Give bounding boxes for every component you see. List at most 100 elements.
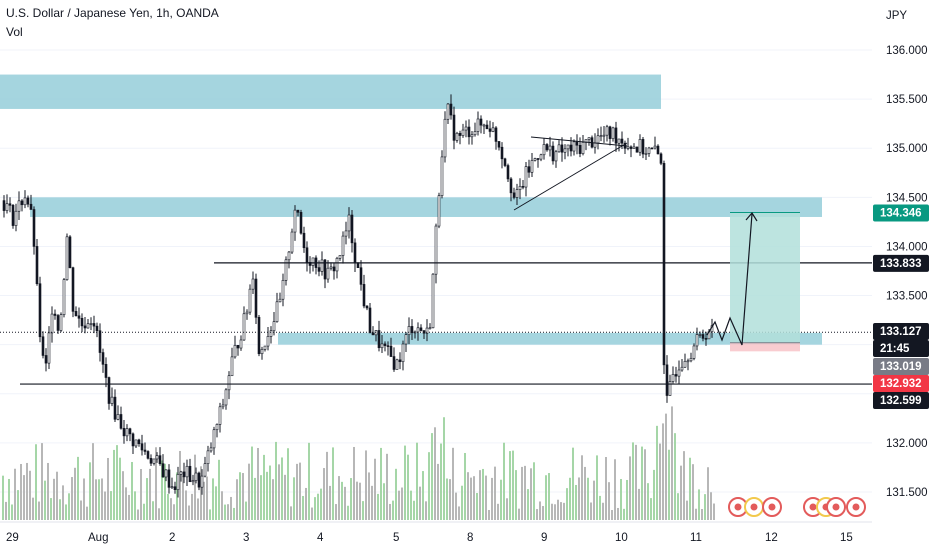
candle-body bbox=[698, 334, 702, 336]
volume-bar bbox=[290, 506, 292, 520]
volume-bar bbox=[584, 466, 586, 520]
candle-body bbox=[278, 298, 282, 303]
volume-bar bbox=[662, 423, 664, 520]
volume-bar bbox=[260, 475, 262, 520]
candle-body bbox=[182, 471, 186, 478]
candle-body bbox=[668, 381, 672, 396]
volume-bar bbox=[581, 455, 583, 520]
candle-body bbox=[482, 124, 486, 127]
candle-body bbox=[533, 158, 537, 161]
volume-bar bbox=[311, 507, 313, 520]
candle-body bbox=[659, 153, 663, 164]
volume-bar bbox=[614, 459, 616, 520]
candle-body bbox=[131, 433, 135, 447]
candle-body bbox=[467, 126, 471, 138]
price-axis[interactable]: JPY131.500132.000132.500133.000133.50013… bbox=[886, 10, 928, 499]
candle-body bbox=[86, 323, 90, 329]
volume-bar bbox=[689, 457, 691, 520]
candle-body bbox=[383, 343, 387, 346]
drawing-tools bbox=[513, 136, 800, 352]
candle-body bbox=[506, 165, 510, 180]
candle-body bbox=[392, 356, 396, 370]
volume-bar bbox=[542, 506, 544, 520]
candle-body bbox=[275, 301, 279, 322]
volume-bar bbox=[554, 504, 556, 520]
event-flags[interactable] bbox=[728, 497, 866, 517]
candle-body bbox=[557, 144, 561, 153]
price-zone bbox=[278, 332, 822, 345]
candle-body bbox=[395, 359, 399, 370]
volume-bar bbox=[68, 493, 70, 520]
volume-bar bbox=[305, 487, 307, 520]
volume-bar bbox=[701, 509, 703, 520]
candle-body bbox=[368, 307, 372, 334]
volume-bar bbox=[704, 494, 706, 520]
volume-bar bbox=[317, 493, 319, 520]
volume-bar bbox=[215, 486, 217, 520]
candle-body bbox=[269, 330, 273, 337]
candle-body bbox=[635, 146, 639, 153]
volume-bar bbox=[137, 509, 139, 520]
volume-bar bbox=[347, 505, 349, 520]
candle-body bbox=[281, 280, 285, 300]
price-label-text: 133.127 bbox=[880, 326, 922, 338]
volume-bar bbox=[89, 462, 91, 520]
volume-bar bbox=[32, 497, 34, 520]
volume-bar bbox=[242, 473, 244, 520]
volume-bar bbox=[191, 493, 193, 520]
candle-body bbox=[323, 259, 327, 280]
price-label-box bbox=[873, 375, 929, 392]
volume-bar bbox=[278, 464, 280, 520]
volume-bar bbox=[611, 509, 613, 520]
candle-body bbox=[677, 369, 681, 377]
candle-body bbox=[329, 266, 333, 269]
volume-bar bbox=[563, 502, 565, 520]
time-axis[interactable]: 29 Aug 2 3 4 5 8 9 10 11 12 15 bbox=[0, 521, 872, 544]
volume-bar bbox=[626, 479, 628, 520]
price-label-box bbox=[873, 392, 929, 409]
volume-bar bbox=[509, 451, 511, 520]
candle-body bbox=[149, 458, 153, 464]
projection-path bbox=[706, 213, 753, 346]
volume-bar bbox=[533, 462, 535, 520]
volume-bar bbox=[467, 472, 469, 520]
candle-body bbox=[602, 134, 606, 137]
volume-bar bbox=[644, 449, 646, 520]
volume-bar bbox=[623, 508, 625, 520]
candle-body bbox=[14, 210, 18, 226]
candle-body bbox=[128, 428, 132, 435]
volume-bar bbox=[620, 478, 622, 520]
volume-bar bbox=[443, 417, 445, 520]
volume-bar bbox=[170, 498, 172, 520]
candle-body bbox=[47, 332, 51, 364]
price-tick-label: 131.500 bbox=[886, 487, 928, 499]
long-position-stop-zone bbox=[730, 342, 800, 352]
candle-body bbox=[116, 414, 120, 420]
candle-body bbox=[134, 439, 138, 447]
price-label-text: 134.346 bbox=[880, 207, 922, 219]
volume-bar bbox=[233, 507, 235, 520]
candle-body bbox=[458, 132, 462, 136]
volume-bar bbox=[440, 443, 442, 520]
candle-body bbox=[266, 336, 270, 347]
volume-bar bbox=[647, 483, 649, 520]
time-tick-label: 9 bbox=[541, 532, 547, 544]
candle-body bbox=[104, 364, 108, 378]
candle-body bbox=[29, 203, 33, 210]
volume-bar bbox=[446, 478, 448, 520]
volume-bar bbox=[665, 413, 667, 520]
candle-body bbox=[362, 284, 366, 307]
volume-bar bbox=[281, 457, 283, 520]
candle-body bbox=[293, 209, 297, 233]
flag-dot-icon bbox=[832, 503, 840, 511]
price-label-text: 133.833 bbox=[880, 258, 922, 270]
volume-bar bbox=[455, 492, 457, 520]
volume-bar bbox=[425, 501, 427, 520]
volume-bar bbox=[263, 454, 265, 520]
volume-bar bbox=[677, 493, 679, 520]
price-zone bbox=[30, 197, 822, 217]
price-tick-label: 132.000 bbox=[886, 438, 928, 450]
candle-body bbox=[74, 311, 78, 317]
candle-body bbox=[191, 480, 195, 483]
